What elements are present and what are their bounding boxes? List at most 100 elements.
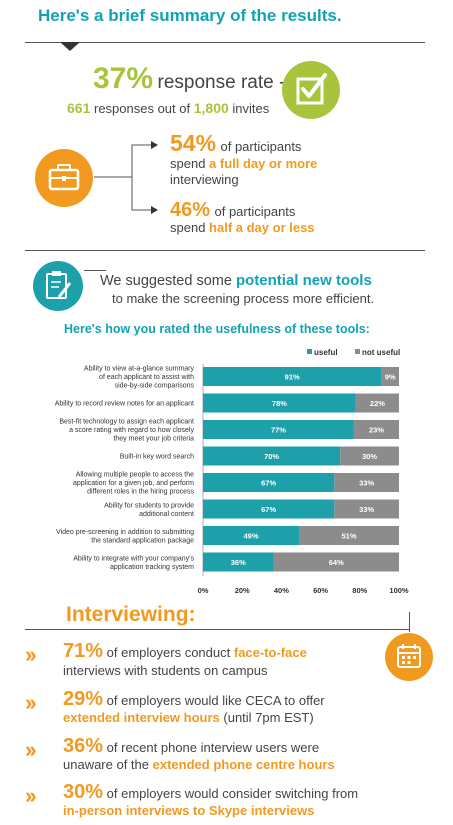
invites-label: invites xyxy=(232,101,270,116)
category-label: Video pre-screening in addition to submi… xyxy=(56,529,194,536)
category-label: different roles in the hiring process xyxy=(87,489,194,496)
bar-useful xyxy=(203,446,341,466)
category-label: the standard application package xyxy=(91,537,194,544)
bar-not-useful xyxy=(355,393,399,413)
data-label: 22% xyxy=(370,399,385,408)
stat1-line1: 54% of participants xyxy=(170,130,301,157)
stat2-label: of participants xyxy=(214,204,296,219)
stat1-line2-pre: spend xyxy=(170,156,206,171)
category-label: Allowing multiple people to access the xyxy=(76,472,194,479)
bar-not-useful xyxy=(353,420,399,439)
stat1-line2: spend a full day or more xyxy=(170,156,317,171)
category-label: side-by-side comparisons xyxy=(115,383,195,390)
interview-stat-value: 36% xyxy=(63,735,104,757)
category-label: additional content xyxy=(139,511,194,518)
category-label: of each applicant to assist with xyxy=(99,374,194,381)
interview-stat-line2-hl: in-person interviews to Skype interviews xyxy=(63,803,315,818)
tools-line1-highlight: potential new tools xyxy=(235,272,372,289)
data-label: 30% xyxy=(362,452,377,461)
category-label: a score rating with regard to how closel… xyxy=(69,427,194,434)
interview-divider xyxy=(25,629,410,630)
x-tick-label: 100% xyxy=(389,586,409,595)
checkbox-icon xyxy=(282,61,340,119)
response-rate-value: 37% xyxy=(93,62,154,95)
stat2-line2: spend half a day or less xyxy=(170,220,315,235)
interview-stat-line2-hl: extended interview hours xyxy=(63,710,220,725)
interview-stat-value: 29% xyxy=(63,688,104,710)
data-label: 67% xyxy=(261,505,276,514)
interview-stat-line2: unaware of the extended phone centre hou… xyxy=(63,757,335,772)
bar-useful xyxy=(203,473,335,492)
bracket-connector xyxy=(94,141,158,214)
header-divider xyxy=(25,42,425,43)
tools-line1: We suggested some potential new tools xyxy=(100,272,372,289)
stat1-value: 54% xyxy=(170,130,217,156)
response-rate-line: 37% response rate - xyxy=(93,62,285,96)
legend-label: useful xyxy=(314,348,338,357)
chevron-right-icon: ›› xyxy=(25,642,37,667)
chart-title: Here's how you rated the usefulness of t… xyxy=(64,322,370,336)
data-label: 67% xyxy=(261,479,276,488)
interviewing-title: Interviewing: xyxy=(66,603,196,626)
category-label: Ability to view at-a-glance summary xyxy=(84,366,195,373)
stat1-label: of participants xyxy=(220,139,302,154)
calendar-connector xyxy=(409,612,410,632)
responses-mid: responses out of xyxy=(93,101,191,116)
data-label: 51% xyxy=(342,532,357,541)
stat2-value: 46% xyxy=(170,199,211,221)
response-rate-label: response rate - xyxy=(157,72,286,93)
data-label: 77% xyxy=(271,426,286,435)
interview-stat-line2-hl: extended phone centre hours xyxy=(152,757,335,772)
category-label: Ability to record review notes for an ap… xyxy=(55,401,194,408)
bar-not-useful xyxy=(334,473,399,492)
tools-line1-pre: We suggested some xyxy=(100,273,232,289)
legend-swatch xyxy=(355,349,360,354)
bar-useful xyxy=(203,393,356,413)
chevron-right-icon: ›› xyxy=(25,783,37,808)
x-tick-label: 40% xyxy=(274,586,289,595)
interview-stat-line2: in-person interviews to Skype interviews xyxy=(63,803,314,818)
responses-line: 661 responses out of 1,800 invites xyxy=(67,100,269,116)
category-label: they meet your job criteria xyxy=(113,436,194,443)
bar-useful xyxy=(203,499,335,519)
data-label: 78% xyxy=(272,399,287,408)
tools-line2: to make the screening process more effic… xyxy=(112,291,375,306)
stat2-line1: 46% of participants xyxy=(170,199,295,222)
category-label: application for a given job, and perform xyxy=(73,480,194,487)
bar-useful xyxy=(203,420,354,439)
category-label: Ability to integrate with your company's xyxy=(73,555,194,562)
header-divider-pointer xyxy=(60,42,80,51)
category-label: Ability for students to provide xyxy=(104,502,194,509)
bar-not-useful xyxy=(299,526,399,545)
data-label: 64% xyxy=(329,558,344,567)
interview-stat-line1-hl: face-to-face xyxy=(233,645,307,660)
chevron-right-icon: ›› xyxy=(25,690,37,715)
bar-useful xyxy=(203,526,300,545)
chevron-right-icon: ›› xyxy=(25,737,37,762)
page-title: Here's a brief summary of the results. xyxy=(38,6,342,25)
stat1-line3: interviewing xyxy=(170,172,239,187)
x-tick-label: 20% xyxy=(235,586,250,595)
bar-not-useful xyxy=(273,552,399,572)
legend-label: not useful xyxy=(362,348,400,357)
x-tick-label: 80% xyxy=(352,586,367,595)
bar-useful xyxy=(203,367,382,386)
interview-stat-line1: of recent phone interview users were xyxy=(106,740,320,755)
stat2-line2-highlight: half a day or less xyxy=(209,220,315,235)
tools-connector xyxy=(84,270,106,271)
interview-stat-line2-pre: unaware of the xyxy=(63,757,150,772)
responses-count: 661 xyxy=(67,100,91,116)
bar-not-useful xyxy=(334,499,399,519)
category-label: application tracking system xyxy=(110,564,194,571)
data-label: 23% xyxy=(369,426,384,435)
x-tick-label: 60% xyxy=(313,586,328,595)
data-label: 70% xyxy=(264,452,279,461)
bar-not-useful xyxy=(381,367,399,386)
data-label: 49% xyxy=(244,532,259,541)
interview-stat-line2: extended interview hours (until 7pm EST) xyxy=(63,710,314,725)
tools-divider xyxy=(25,250,425,251)
stat1-line2-highlight: a full day or more xyxy=(209,156,318,171)
usefulness-bar-chart: useful not useful Ability to view at-a-gla… xyxy=(55,348,409,595)
bar-not-useful xyxy=(340,446,399,466)
legend-swatch xyxy=(307,349,312,354)
